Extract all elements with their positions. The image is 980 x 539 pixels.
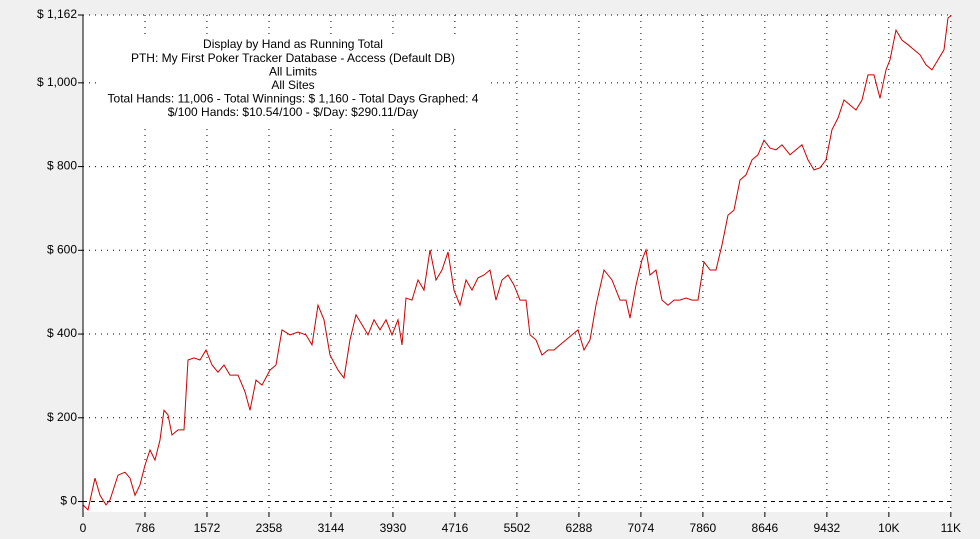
- x-tick-label: 1572: [194, 521, 221, 535]
- x-tick-label: 786: [135, 521, 155, 535]
- y-tick-label: $ 1,162: [37, 7, 77, 21]
- x-tick-label: 9432: [814, 521, 841, 535]
- x-tick-label: 0: [80, 521, 87, 535]
- annotation: $/100 Hands: $10.54/100 - $/Day: $290.11…: [168, 105, 419, 119]
- annotation: Total Hands: 11,006 - Total Winnings: $ …: [108, 92, 479, 106]
- x-tick-label: 5502: [504, 521, 531, 535]
- x-tick-label: 4716: [442, 521, 469, 535]
- y-tick-label: $ 0: [60, 494, 77, 508]
- x-tick-label: 3144: [318, 521, 345, 535]
- x-tick-label: 7074: [628, 521, 655, 535]
- y-tick-label: $ 1,000: [37, 75, 77, 89]
- y-tick-label: $ 800: [47, 159, 77, 173]
- x-tick-label: 3930: [380, 521, 407, 535]
- annotation: All Limits: [269, 64, 317, 78]
- line-series: [82, 15, 952, 511]
- annotation: Display by Hand as Running Total: [203, 37, 383, 51]
- x-tick-label: 10K: [878, 521, 899, 535]
- x-tick-label: 6288: [566, 521, 593, 535]
- y-tick-label: $ 400: [47, 326, 77, 340]
- annotation-box: [100, 36, 488, 124]
- x-tick-label: 2358: [256, 521, 283, 535]
- annotation: All Sites: [271, 78, 314, 92]
- annotation: PTH: My First Poker Tracker Database - A…: [131, 51, 455, 65]
- x-tick-label: 8646: [752, 521, 779, 535]
- y-tick-label: $ 200: [47, 410, 77, 424]
- y-tick-label: $ 600: [47, 242, 77, 256]
- x-tick-label: 11K: [941, 521, 961, 535]
- x-tick-label: 7860: [690, 521, 717, 535]
